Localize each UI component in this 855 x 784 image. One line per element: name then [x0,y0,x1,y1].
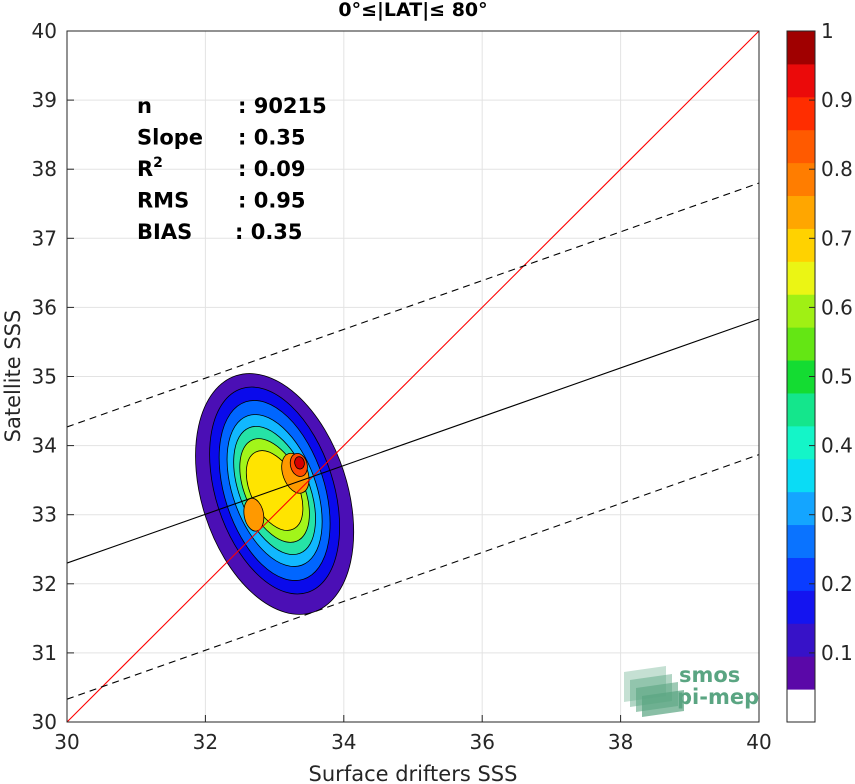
colorbar-segment [787,392,815,427]
colorbar-segment [787,261,815,295]
stat-value-slope: : 0.35 [238,126,306,150]
y-tick-label: 40 [32,19,57,43]
colorbar-segment [787,458,815,493]
y-tick-label: 33 [32,503,57,527]
stat-value-n: : 90215 [238,94,327,118]
lower-bound-line [66,454,760,700]
x-axis-label: Surface drifters SSS [309,762,518,784]
y-tick-label: 34 [32,434,57,458]
x-tick-label: 30 [54,730,79,754]
y-tick-label: 35 [32,365,57,389]
colorbar-segment [787,425,815,460]
density-contours [195,373,355,615]
stat-value-rms: : 0.95 [238,189,306,213]
regression-line [66,318,760,564]
x-tick-label: 36 [469,730,494,754]
colorbar-segment [787,31,815,65]
colorbar-segment [787,96,815,131]
colorbar-tick-label: 0.3 [821,503,853,527]
y-tick-label: 37 [32,226,57,250]
fit-lines [66,30,760,723]
x-tick-label: 40 [746,730,771,754]
colorbar-segment [787,524,815,558]
stat-label-slope: Slope [137,126,203,150]
colorbar-tick-label: 0.5 [821,365,853,389]
stat-label-bias: BIAS [137,220,192,244]
logo-text-line2: pi-mep [677,685,759,709]
colorbar-segment [787,689,815,723]
colorbar-tick-label: 0.6 [821,295,853,319]
colorbar-segment [787,129,815,164]
colorbar-tick-label: 1 [821,19,834,43]
contour-level-0_95 [294,456,305,470]
stat-label-n: n [137,94,152,118]
y-axis-label: Satellite SSS [1,310,25,443]
upper-bound-line [66,182,760,428]
y-tick-label: 38 [32,157,57,181]
y-tick-label: 36 [32,295,57,319]
colorbar-tick-label: 0.8 [821,157,853,181]
colorbar-tick-label: 0.7 [821,226,853,250]
x-tick-label: 38 [608,730,633,754]
x-tick-label: 32 [193,730,218,754]
colorbar-tick-label: 0.9 [821,88,853,112]
y-tick-label: 32 [32,572,57,596]
colorbar-segment [787,228,815,262]
stat-value-bias: : 0.35 [235,220,303,244]
one-to-one-line [66,30,760,723]
colorbar: 0.1 0.2 0.3 0.4 0.5 0.6 0.7 0.8 0.9 1 [786,19,853,723]
colorbar-tick-label: 0.1 [821,641,853,665]
stat-label-rms: RMS [137,189,189,213]
colorbar-segment [787,63,815,98]
logo-wave-shape [642,690,684,717]
logo-text-line1: smos [679,663,740,687]
colorbar-tick-label: 0.4 [821,434,853,458]
y-axis-ticks: 30 31 32 33 34 35 36 37 38 39 40 [32,19,74,734]
y-tick-label: 30 [32,710,57,734]
colorbar-segment [787,327,815,361]
colorbar-segment [787,557,815,591]
colorbar-segment [787,656,815,690]
y-tick-label: 31 [32,641,57,665]
y-tick-label: 39 [32,88,57,112]
x-axis-ticks: 30 32 34 36 38 40 [54,715,772,754]
colorbar-segment [787,294,815,328]
colorbar-segment [787,590,815,624]
colorbar-segment [787,491,815,526]
x-tick-label: 34 [331,730,356,754]
chart-title: 0°≤|LAT|≤ 80° [338,0,487,21]
grid-lines [66,30,760,723]
colorbar-segment [787,623,815,657]
stat-value-r: : 0.09 [238,157,306,181]
colorbar-segment [787,195,815,229]
colorbar-segment [787,162,815,197]
colorbar-tick-label: 0.2 [821,572,853,596]
